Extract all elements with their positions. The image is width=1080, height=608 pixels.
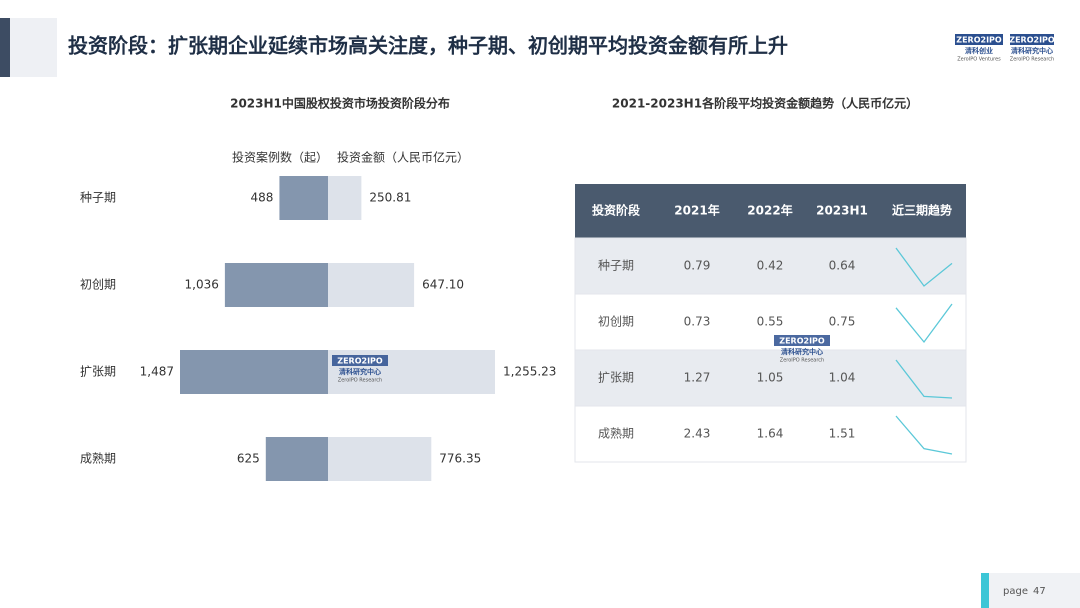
row-label: 种子期 [598, 259, 634, 273]
table-header-cell: 2021年 [674, 203, 719, 218]
bar [180, 350, 328, 394]
watermark-box [332, 355, 388, 366]
page-label: page [1003, 586, 1028, 597]
table-cell: 0.75 [829, 315, 856, 329]
watermark-mark: ZERO2IPO [779, 337, 825, 346]
table-cell: 1.27 [684, 371, 711, 385]
accent-bar [0, 18, 10, 77]
logo-sub: ZeroIPO Research [1010, 57, 1054, 63]
watermark-name: 清科研究中心 [339, 367, 381, 376]
table-cell: 1.64 [757, 427, 784, 441]
table-cell: 0.79 [684, 259, 711, 273]
category-label: 初创期 [80, 278, 116, 292]
bar [265, 437, 328, 481]
bar [224, 263, 328, 307]
logo-box [955, 34, 1003, 45]
logo-name: 清科研究中心 [1011, 46, 1053, 55]
category-label: 成熟期 [80, 451, 116, 466]
value-label: 488 [251, 191, 274, 205]
category-label: 扩张期 [80, 365, 116, 379]
table-row-bg [574, 293, 967, 351]
table-cell: 1.04 [829, 371, 856, 385]
row-label: 扩张期 [598, 371, 634, 385]
table-cell: 0.73 [684, 315, 711, 329]
row-label: 初创期 [598, 315, 634, 329]
legend-label: 投资金额（人民币亿元） [337, 150, 469, 165]
page-accent [981, 573, 989, 608]
table-cell: 1.51 [829, 427, 856, 441]
bar [328, 176, 362, 220]
trend-line [895, 247, 953, 287]
table-header-bg [575, 184, 966, 238]
table-row-bg [574, 349, 967, 407]
value-label: 625 [237, 452, 260, 466]
logo-mark: ZERO2IPO [956, 36, 1002, 45]
value-label: 647.10 [422, 278, 464, 292]
table-row-bg [574, 237, 967, 295]
value-label: 1,255.23 [503, 365, 556, 379]
logo-name: 清科创业 [965, 46, 993, 55]
category-label: 种子期 [80, 191, 116, 205]
watermark-mark: ZERO2IPO [337, 357, 383, 366]
table-header-cell: 近三期趋势 [892, 203, 952, 218]
table-header-cell: 2022年 [747, 203, 792, 218]
bar [328, 437, 432, 481]
table-header-cell: 2023H1 [816, 204, 868, 218]
trend-line [895, 303, 953, 344]
table-header-cell: 投资阶段 [592, 203, 641, 218]
logo-box [1010, 34, 1054, 45]
page-box [989, 573, 1080, 608]
table-cell: 0.55 [757, 315, 784, 329]
watermark-box [774, 335, 830, 346]
value-label: 776.35 [439, 452, 481, 466]
logo: ZERO2IPO 清科创业 ZeroIPO Ventures ZERO2IPO … [955, 34, 1055, 63]
table-cell: 0.42 [757, 259, 784, 273]
trend-line [895, 359, 953, 399]
bar [328, 263, 415, 307]
table-title: 2021-2023H1各阶段平均投资金额趋势（人民币亿元） [612, 96, 918, 111]
logo-mark: ZERO2IPO [1009, 36, 1055, 45]
table-row-bg [574, 405, 967, 463]
table-cell: 2.43 [684, 427, 711, 441]
watermark-sub: ZeroIPO Research [338, 378, 382, 384]
logo-sub: ZeroIPO Ventures [957, 57, 1001, 63]
bar [279, 176, 328, 220]
value-label: 250.81 [369, 191, 411, 205]
slide-title: 投资阶段：扩张期企业延续市场高关注度，种子期、初创期平均投资金额有所上升 [68, 34, 788, 58]
watermark-sub: ZeroIPO Research [780, 358, 824, 364]
trend-line [895, 415, 953, 455]
table-cell: 0.64 [829, 259, 856, 273]
value-label: 1,036 [185, 278, 219, 292]
chart-title: 2023H1中国股权投资市场投资阶段分布 [230, 96, 450, 111]
row-label: 成熟期 [598, 426, 634, 441]
watermark-name: 清科研究中心 [781, 347, 823, 356]
accent-box [10, 18, 57, 77]
value-label: 1,487 [140, 365, 174, 379]
page-number: 47 [1033, 586, 1046, 597]
legend-label: 投资案例数（起） [232, 150, 328, 165]
table-cell: 1.05 [757, 371, 784, 385]
